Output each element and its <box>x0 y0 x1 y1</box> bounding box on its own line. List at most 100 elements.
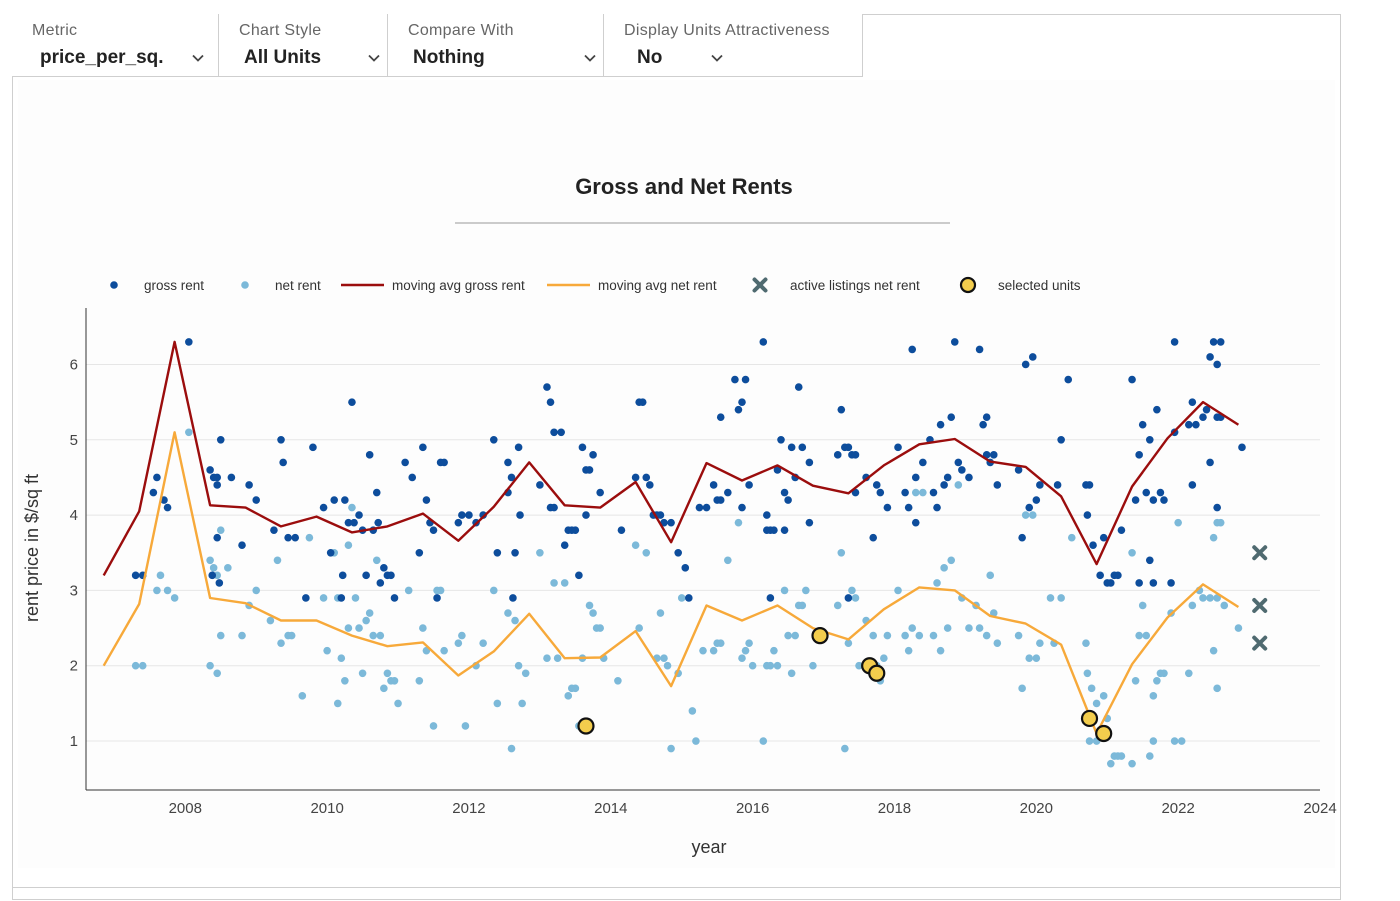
legend-item: moving avg net rent <box>547 278 717 293</box>
metric-dropdown[interactable]: Metric price_per_sq. <box>12 14 219 77</box>
gross-rent-point <box>979 420 987 429</box>
gross-rent-point <box>1117 526 1126 534</box>
gross-rent-point <box>780 488 789 497</box>
net-rent-point <box>571 684 580 693</box>
net-rent-point <box>734 518 743 527</box>
compare-with-dropdown[interactable]: Compare With Nothing <box>388 14 604 77</box>
net-rent-point <box>1067 533 1076 542</box>
gross-rent-point <box>1032 496 1041 504</box>
gross-rent-point <box>550 428 558 437</box>
gross-rent-point <box>1238 443 1246 452</box>
net-rent-point <box>1220 601 1229 610</box>
gross-rent-point <box>422 496 431 504</box>
net-rent-point <box>163 586 172 595</box>
gross-rent-point <box>216 435 225 444</box>
gross-rent-point <box>319 503 328 512</box>
gross-rent-point <box>869 533 878 542</box>
net-rent-point <box>982 631 991 640</box>
y-tick-label: 3 <box>70 582 78 599</box>
x-tick-label: 2018 <box>878 800 911 817</box>
net-rent-point <box>1216 518 1225 527</box>
gross-rent-point <box>208 571 217 580</box>
gross-rent-point <box>872 481 881 489</box>
gross-rent-point <box>805 458 814 467</box>
net-rent-point <box>238 631 246 640</box>
gross-rent-point <box>656 511 665 519</box>
gross-rent-point <box>936 420 945 429</box>
gross-rent-point <box>965 473 973 482</box>
display-attractiveness-dropdown[interactable]: Display Units Attractiveness No <box>604 14 863 77</box>
net-rent-point <box>933 579 941 587</box>
panel-bottom-border <box>12 887 1341 888</box>
gross-rent-point <box>1160 496 1168 504</box>
net-rent-point <box>745 639 753 647</box>
axes: 1 2 3 4 5 6 2008 2010 2012 2014 2016 2018 2020 2022 20… <box>70 308 1337 817</box>
gross-rent-point <box>1138 420 1147 429</box>
gross-rent-point <box>284 533 292 542</box>
gross-rent-point <box>1089 541 1097 550</box>
gross-rent-point <box>1036 481 1044 489</box>
gross-rent-point <box>773 466 782 474</box>
net-rent-point <box>252 586 261 595</box>
gross-rent-point <box>638 398 647 406</box>
net-rent-point <box>131 661 140 670</box>
legend-item: selected units <box>959 276 1081 294</box>
gross-rent-point <box>1025 503 1034 512</box>
net-rent-point <box>369 631 378 640</box>
selected-unit-marker <box>1095 724 1113 743</box>
net-rent-point <box>341 676 349 685</box>
net-rent-point <box>965 624 973 632</box>
net-rent-point <box>1160 669 1168 678</box>
legend-label: selected units <box>998 278 1081 293</box>
net-rent-point <box>1145 752 1154 760</box>
gross-rent-point <box>908 345 917 354</box>
net-rent-point <box>809 661 817 670</box>
gross-rent-point <box>695 503 704 512</box>
net-rent-point <box>543 654 551 663</box>
net-rent-point <box>560 579 569 587</box>
net-rent-point <box>362 616 370 625</box>
gross-rent-point <box>571 526 580 534</box>
net-rent-point <box>1036 639 1044 647</box>
gross-rent-point <box>950 338 959 346</box>
net-rent-point <box>504 609 512 617</box>
x-stroke <box>1252 597 1268 613</box>
net-rent-point <box>1025 654 1034 663</box>
gross-rent-point <box>509 594 517 602</box>
net-rent-point <box>344 541 353 550</box>
net-rent-point <box>266 616 275 625</box>
chart-style-dropdown[interactable]: Chart Style All Units <box>219 14 388 77</box>
gross-rent-point <box>734 405 743 414</box>
gross-rent-point <box>596 488 604 497</box>
gross-rent-point <box>131 571 140 580</box>
x-stroke <box>1252 545 1268 561</box>
net-rent-point <box>479 639 487 647</box>
net-rent-point <box>390 676 399 685</box>
x-tick-label: 2016 <box>736 800 769 817</box>
net-rent-point <box>550 579 558 587</box>
net-rent-point <box>784 631 792 640</box>
gross-rent-point <box>279 458 287 467</box>
net-rent-point <box>429 722 438 730</box>
gross-rent-point <box>1149 579 1158 587</box>
gross-rent-point <box>780 526 789 534</box>
net-rent-point <box>901 631 909 640</box>
gross-rent-point <box>454 518 463 527</box>
gross-rent-point <box>702 503 711 512</box>
gross-rent-point <box>731 375 739 384</box>
net-rent-point <box>521 669 530 678</box>
gross-rent-point <box>365 451 374 459</box>
gross-rent-point <box>766 594 775 602</box>
net-rent-point <box>1028 511 1037 519</box>
net-rent-point <box>372 556 381 565</box>
gross-rent-point <box>844 443 853 452</box>
net-rent-point <box>677 594 686 602</box>
gross-rent-point <box>1096 571 1104 580</box>
y-tick-label: 1 <box>70 733 78 750</box>
net-rent-point <box>1234 624 1243 632</box>
gross-rent-point <box>1145 435 1154 444</box>
legend-x-icon <box>752 277 768 293</box>
net-rent-point <box>943 624 952 632</box>
net-rent-point <box>1021 511 1030 519</box>
chevron-down-icon <box>711 54 723 62</box>
